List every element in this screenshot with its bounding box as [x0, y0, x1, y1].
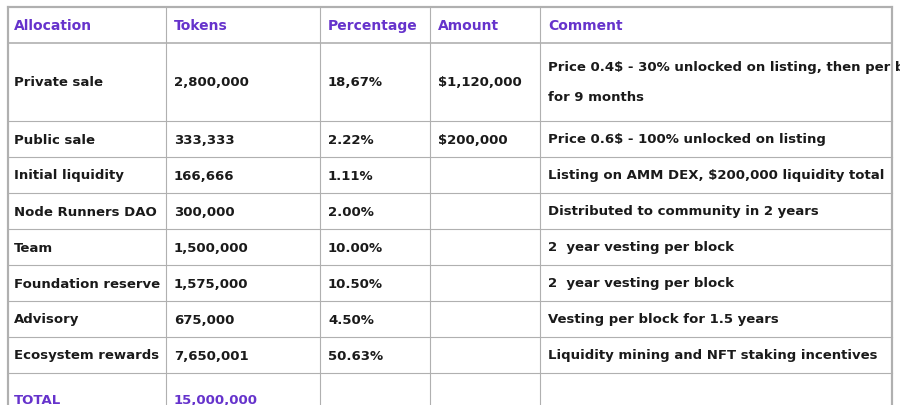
Text: Amount: Amount	[438, 19, 500, 33]
Text: 1.11%: 1.11%	[328, 169, 373, 182]
Text: 2.00%: 2.00%	[328, 205, 373, 218]
Text: 18,67%: 18,67%	[328, 76, 383, 89]
Text: 1,575,000: 1,575,000	[174, 277, 248, 290]
Text: Ecosystem rewards: Ecosystem rewards	[14, 349, 159, 362]
Text: Distributed to community in 2 years: Distributed to community in 2 years	[548, 205, 819, 218]
Text: 10.00%: 10.00%	[328, 241, 383, 254]
Text: 166,666: 166,666	[174, 169, 235, 182]
Text: 2,800,000: 2,800,000	[174, 76, 249, 89]
Text: $200,000: $200,000	[438, 133, 508, 146]
Text: 10.50%: 10.50%	[328, 277, 383, 290]
Text: 7,650,001: 7,650,001	[174, 349, 248, 362]
Text: Price 0.4$ - 30% unlocked on listing, then per block: Price 0.4$ - 30% unlocked on listing, th…	[548, 61, 900, 74]
Text: 15,000,000: 15,000,000	[174, 392, 258, 405]
Text: Initial liquidity: Initial liquidity	[14, 169, 124, 182]
Text: Foundation reserve: Foundation reserve	[14, 277, 160, 290]
Text: Public sale: Public sale	[14, 133, 95, 146]
Text: 333,333: 333,333	[174, 133, 235, 146]
Text: Vesting per block for 1.5 years: Vesting per block for 1.5 years	[548, 313, 778, 326]
Text: Comment: Comment	[548, 19, 623, 33]
Text: Listing on AMM DEX, $200,000 liquidity total: Listing on AMM DEX, $200,000 liquidity t…	[548, 169, 885, 182]
Text: Tokens: Tokens	[174, 19, 228, 33]
Text: Percentage: Percentage	[328, 19, 418, 33]
Text: 50.63%: 50.63%	[328, 349, 383, 362]
Text: 2  year vesting per block: 2 year vesting per block	[548, 277, 734, 290]
Text: for 9 months: for 9 months	[548, 90, 644, 103]
Text: Private sale: Private sale	[14, 76, 103, 89]
Text: Team: Team	[14, 241, 53, 254]
Text: 1,500,000: 1,500,000	[174, 241, 248, 254]
Text: Advisory: Advisory	[14, 313, 79, 326]
Text: Allocation: Allocation	[14, 19, 92, 33]
Text: 2.22%: 2.22%	[328, 133, 373, 146]
Text: 675,000: 675,000	[174, 313, 234, 326]
Text: 300,000: 300,000	[174, 205, 235, 218]
Text: 2  year vesting per block: 2 year vesting per block	[548, 241, 734, 254]
Text: TOTAL: TOTAL	[14, 392, 61, 405]
Text: 4.50%: 4.50%	[328, 313, 373, 326]
Text: Node Runners DAO: Node Runners DAO	[14, 205, 157, 218]
Text: Price 0.6$ - 100% unlocked on listing: Price 0.6$ - 100% unlocked on listing	[548, 133, 826, 146]
Text: $1,120,000: $1,120,000	[438, 76, 522, 89]
Text: Liquidity mining and NFT staking incentives: Liquidity mining and NFT staking incenti…	[548, 349, 878, 362]
